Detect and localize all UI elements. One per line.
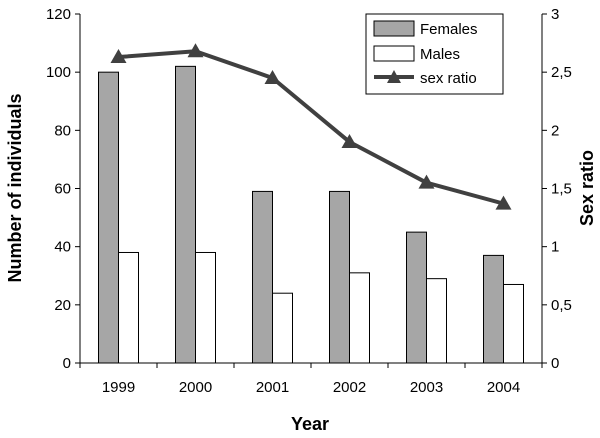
y-axis-title-left: Number of individuals <box>5 93 25 282</box>
x-tick-label: 1999 <box>102 379 135 396</box>
legend: Females Males sex ratio <box>365 13 504 95</box>
x-axis-title: Year <box>291 414 329 434</box>
sex-ratio-marker-2000 <box>187 43 204 58</box>
bar-females-2001 <box>252 190 273 364</box>
legend-swatch-females <box>373 20 415 37</box>
bar-males-2004 <box>503 283 524 364</box>
y-tick-label-left: 40 <box>54 239 71 256</box>
y-tick-label-right: 0 <box>551 355 559 372</box>
bar-males-2001 <box>272 292 293 364</box>
legend-label-males: Males <box>420 46 460 63</box>
sex-ratio-line-group <box>110 43 512 210</box>
sex-ratio-marker-2001 <box>264 69 281 84</box>
bar-males-2002 <box>349 272 370 364</box>
bar-females-2003 <box>406 231 427 364</box>
y-tick-label-left: 80 <box>54 122 71 139</box>
x-tick-label: 2003 <box>410 379 443 396</box>
legend-swatch-sex-ratio-marker <box>387 70 401 83</box>
y-tick-label-left: 0 <box>63 355 71 372</box>
y-tick-label-right: 0,5 <box>551 297 572 314</box>
x-tick-label: 2004 <box>487 379 520 396</box>
y-tick-label-right: 3 <box>551 6 559 23</box>
sex-ratio-line <box>118 49 505 206</box>
bar-males-1999 <box>118 251 139 364</box>
y-tick-label-left: 120 <box>46 6 71 23</box>
sex-ratio-marker-2002 <box>341 133 358 148</box>
x-tick-label: 2001 <box>256 379 289 396</box>
sex-ratio-marker-2003 <box>418 174 435 189</box>
bar-females-2000 <box>175 65 196 364</box>
legend-label-females: Females <box>420 21 478 38</box>
bar-females-2004 <box>483 254 504 364</box>
y-tick-label-left: 100 <box>46 64 71 81</box>
y-tick-label-left: 60 <box>54 181 71 198</box>
tick-labels: 0 20 40 60 80 100 120 0 0,5 1 1,5 2 2,5 3 1999 2000 2001… <box>46 6 572 396</box>
y-axis-title-right: Sex ratio <box>577 150 597 226</box>
x-tick-label: 2000 <box>179 379 212 396</box>
y-tick-label-right: 2,5 <box>551 64 572 81</box>
sex-ratio-marker-2004 <box>495 195 512 210</box>
axes <box>75 13 547 368</box>
bar-females-1999 <box>98 71 119 364</box>
legend-label-sex-ratio: sex ratio <box>420 70 477 87</box>
bar-males-2000 <box>195 251 216 364</box>
y-tick-label-right: 1 <box>551 239 559 256</box>
legend-swatch-males <box>373 45 415 62</box>
sex-ratio-marker-1999 <box>110 49 127 64</box>
y-tick-label-right: 2 <box>551 122 559 139</box>
y-tick-label-right: 1,5 <box>551 181 572 198</box>
bar-males-2003 <box>426 278 447 364</box>
bar-females-2002 <box>329 190 350 364</box>
bar-group <box>98 65 524 364</box>
y-tick-label-left: 20 <box>54 297 71 314</box>
x-tick-label: 2002 <box>333 379 366 396</box>
